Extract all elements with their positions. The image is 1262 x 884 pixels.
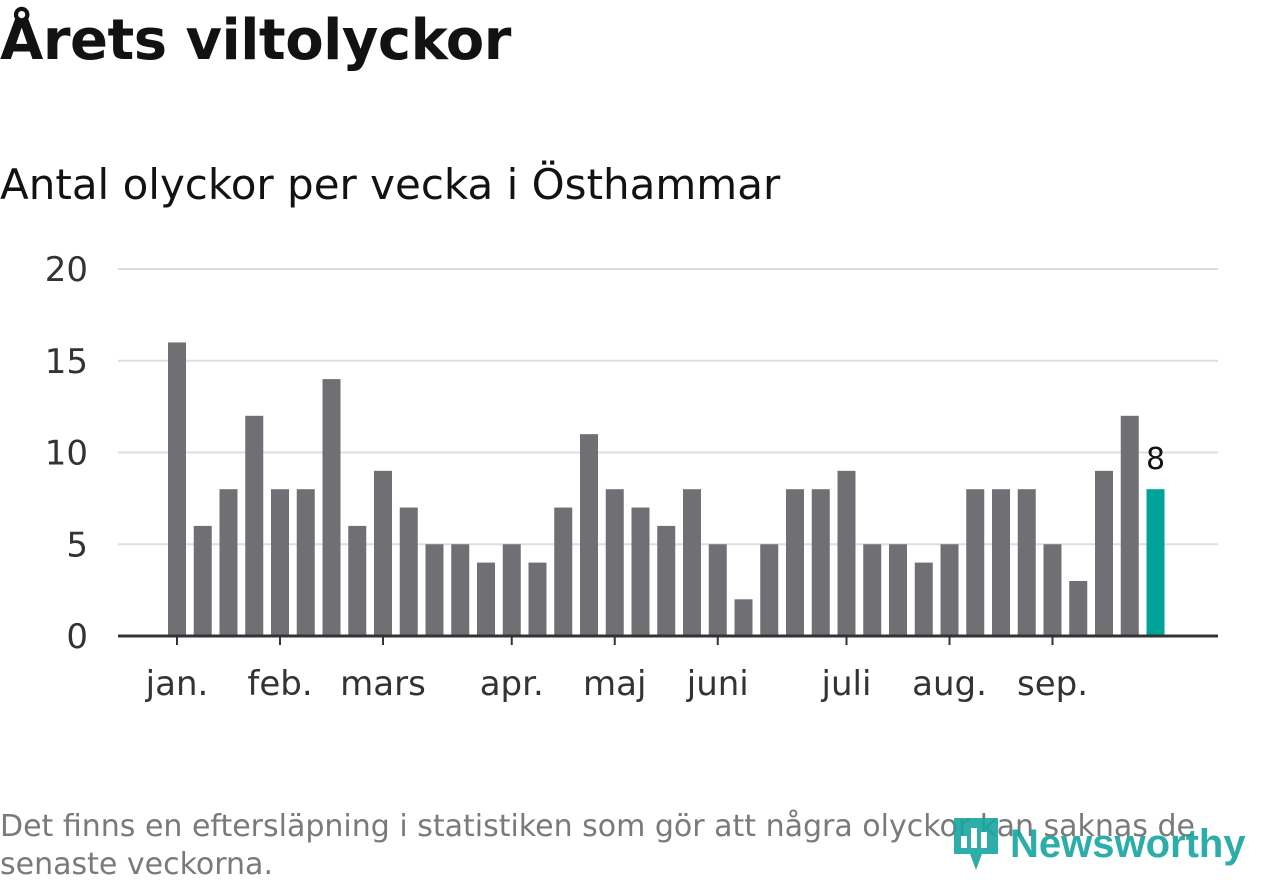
y-axis-ticks: 0 5 10 15 20 [45, 250, 88, 657]
bar [1095, 470, 1113, 636]
bar [631, 507, 650, 636]
bar [966, 489, 985, 636]
x-tick-label: apr. [480, 664, 544, 704]
bar [1017, 489, 1036, 636]
bar [837, 470, 856, 636]
chart-title: Årets viltolyckor [0, 8, 511, 73]
x-tick-label: sep. [1017, 664, 1088, 704]
bar [451, 544, 470, 636]
bar [348, 525, 367, 636]
bar [734, 599, 753, 636]
bar [219, 489, 238, 636]
bar [271, 489, 289, 636]
bar [657, 525, 676, 636]
bar [889, 544, 907, 636]
y-tick-label: 5 [66, 525, 88, 565]
bar [399, 507, 418, 636]
y-tick-label: 0 [66, 617, 88, 657]
bar-chart-pin-icon [954, 818, 998, 870]
x-tick-label: feb. [247, 664, 312, 704]
bar [863, 544, 882, 636]
bar [193, 525, 212, 636]
bar [528, 562, 547, 636]
bar [554, 507, 573, 636]
x-tick-label: jan. [145, 664, 209, 704]
bar [296, 489, 315, 636]
x-tick-label: juni [686, 664, 749, 704]
bar-current-week [1146, 489, 1165, 636]
bar [374, 470, 392, 636]
bar [683, 489, 701, 636]
bars [168, 342, 1165, 636]
bar [708, 544, 727, 636]
x-tick-label: maj [583, 664, 646, 704]
chart-subtitle: Antal olyckor per vecka i Östhammar [0, 160, 781, 209]
bar [1120, 415, 1139, 636]
x-tick-label: juli [821, 664, 872, 704]
y-tick-label: 15 [45, 342, 88, 382]
bar [786, 489, 804, 636]
x-tick-label: aug. [912, 664, 987, 704]
bar [605, 489, 624, 636]
brand-name: Newsworthy [1010, 821, 1246, 866]
bar [322, 379, 341, 636]
data-labels: 8 [1146, 442, 1165, 477]
brand-logo: Newsworthy [950, 814, 1246, 874]
bar [1043, 544, 1062, 636]
bar [580, 434, 598, 636]
bar [502, 544, 521, 636]
bar [425, 544, 444, 636]
data-label-current-week: 8 [1146, 442, 1165, 477]
bar [245, 415, 264, 636]
bar [811, 489, 830, 636]
bar [1069, 580, 1088, 636]
bar [168, 342, 186, 636]
bar [760, 544, 779, 636]
bar [940, 544, 959, 636]
y-tick-label: 20 [45, 250, 88, 290]
x-axis-ticks: jan. feb. mars apr. maj juni juli aug. sep. [145, 636, 1088, 704]
x-tick-label: mars [340, 664, 426, 704]
bar [477, 562, 495, 636]
bar [992, 489, 1010, 636]
bar [914, 562, 933, 636]
y-tick-label: 10 [45, 434, 88, 474]
